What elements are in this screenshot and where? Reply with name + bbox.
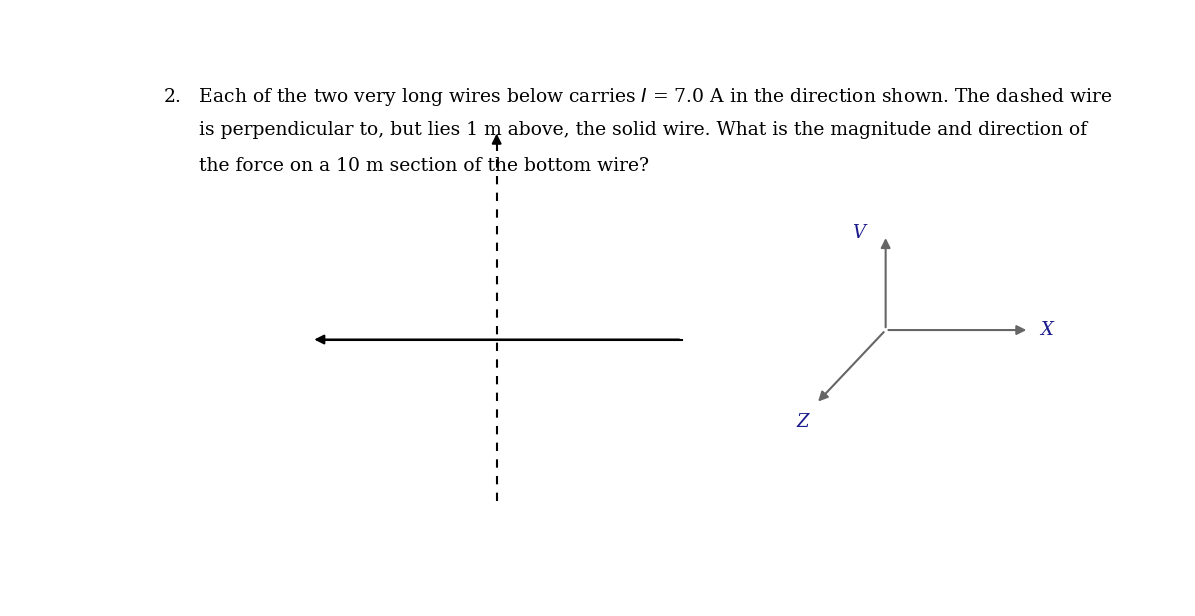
- Text: X: X: [1041, 321, 1053, 339]
- Text: V: V: [852, 224, 865, 242]
- Text: is perpendicular to, but lies 1 m above, the solid wire. What is the magnitude a: is perpendicular to, but lies 1 m above,…: [164, 121, 1087, 139]
- Text: 2.   Each of the two very long wires below carries $I$ = 7.0 A in the direction : 2. Each of the two very long wires below…: [164, 86, 1114, 108]
- Text: Z: Z: [796, 413, 809, 431]
- Text: the force on a 10 m section of the bottom wire?: the force on a 10 m section of the botto…: [164, 157, 649, 175]
